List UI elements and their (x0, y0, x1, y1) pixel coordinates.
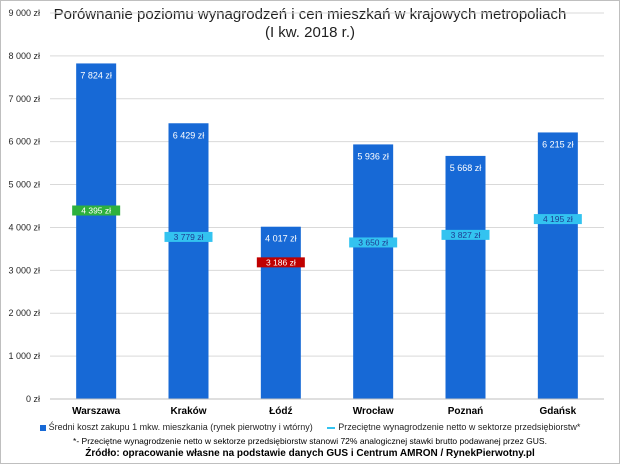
y-tick-label: 6 000 zł (8, 137, 40, 147)
salary-value-label: 3 827 zł (451, 230, 481, 240)
chart-legend: Średni koszt zakupu 1 mkw. mieszkania (r… (0, 422, 620, 432)
x-category-label: Warszawa (72, 406, 120, 417)
salary-marker (533, 214, 582, 225)
x-category-label: Poznań (448, 406, 484, 417)
bar-value-label: 5 668 zł (450, 163, 482, 173)
source-note: Źródło: opracowanie własne na podstawie … (85, 448, 535, 459)
bar-value-label: 5 936 zł (357, 151, 389, 161)
salary-value-label: 3 650 zł (358, 237, 388, 247)
y-tick-label: 3 000 zł (8, 265, 40, 275)
x-category-label: Łódź (269, 406, 292, 417)
salary-marker (256, 257, 305, 268)
chart-subtitle: (I kw. 2018 r.) (264, 24, 356, 41)
x-category-label: Kraków (170, 406, 206, 417)
salary-value-label: 4 195 zł (543, 214, 573, 224)
y-tick-label: 9 000 zł (8, 8, 40, 18)
legend-item-salary: Przeciętne wynagrodzenie netto w sektorz… (327, 422, 580, 432)
bar-value-label: 6 429 zł (173, 130, 205, 140)
legend-label-salary: Przeciętne wynagrodzenie netto w sektorz… (338, 422, 581, 432)
y-tick-label: 2 000 zł (8, 308, 40, 318)
bar (260, 226, 301, 399)
bar-value-label: 4 017 zł (265, 234, 297, 244)
legend-label-price: Średni koszt zakupu 1 mkw. mieszkania (r… (48, 422, 313, 432)
y-tick-label: 7 000 zł (8, 94, 40, 104)
footnote: *- Przeciętne wynagrodzenie netto w sekt… (73, 436, 547, 446)
bar (76, 63, 117, 400)
y-tick-label: 5 000 zł (8, 180, 40, 190)
salary-value-label: 3 779 zł (174, 232, 204, 242)
salary-marker (164, 231, 213, 242)
bar-value-label: 7 824 zł (80, 70, 112, 80)
salary-value-label: 4 395 zł (81, 206, 111, 216)
salary-value-label: 3 186 zł (266, 257, 296, 267)
legend-swatch-salary (327, 426, 336, 429)
salary-marker (441, 229, 490, 240)
bar (168, 123, 209, 399)
y-tick-label: 4 000 zł (8, 222, 40, 232)
bar-value-label: 6 215 zł (542, 139, 574, 149)
bar (353, 144, 394, 399)
y-tick-label: 0 zł (26, 394, 40, 404)
legend-swatch-price (39, 424, 46, 431)
x-category-label: Gdańsk (539, 406, 576, 417)
salary-marker (72, 205, 121, 216)
chart-title: Porównanie poziomu wynagrodzeń i cen mie… (53, 6, 567, 23)
bar (445, 155, 486, 399)
bar (537, 132, 578, 399)
y-tick-label: 8 000 zł (8, 51, 40, 61)
x-category-label: Wrocław (353, 406, 394, 417)
salary-marker (349, 237, 398, 248)
legend-item-price: Średni koszt zakupu 1 mkw. mieszkania (r… (39, 422, 313, 432)
y-tick-label: 1 000 zł (8, 351, 40, 361)
